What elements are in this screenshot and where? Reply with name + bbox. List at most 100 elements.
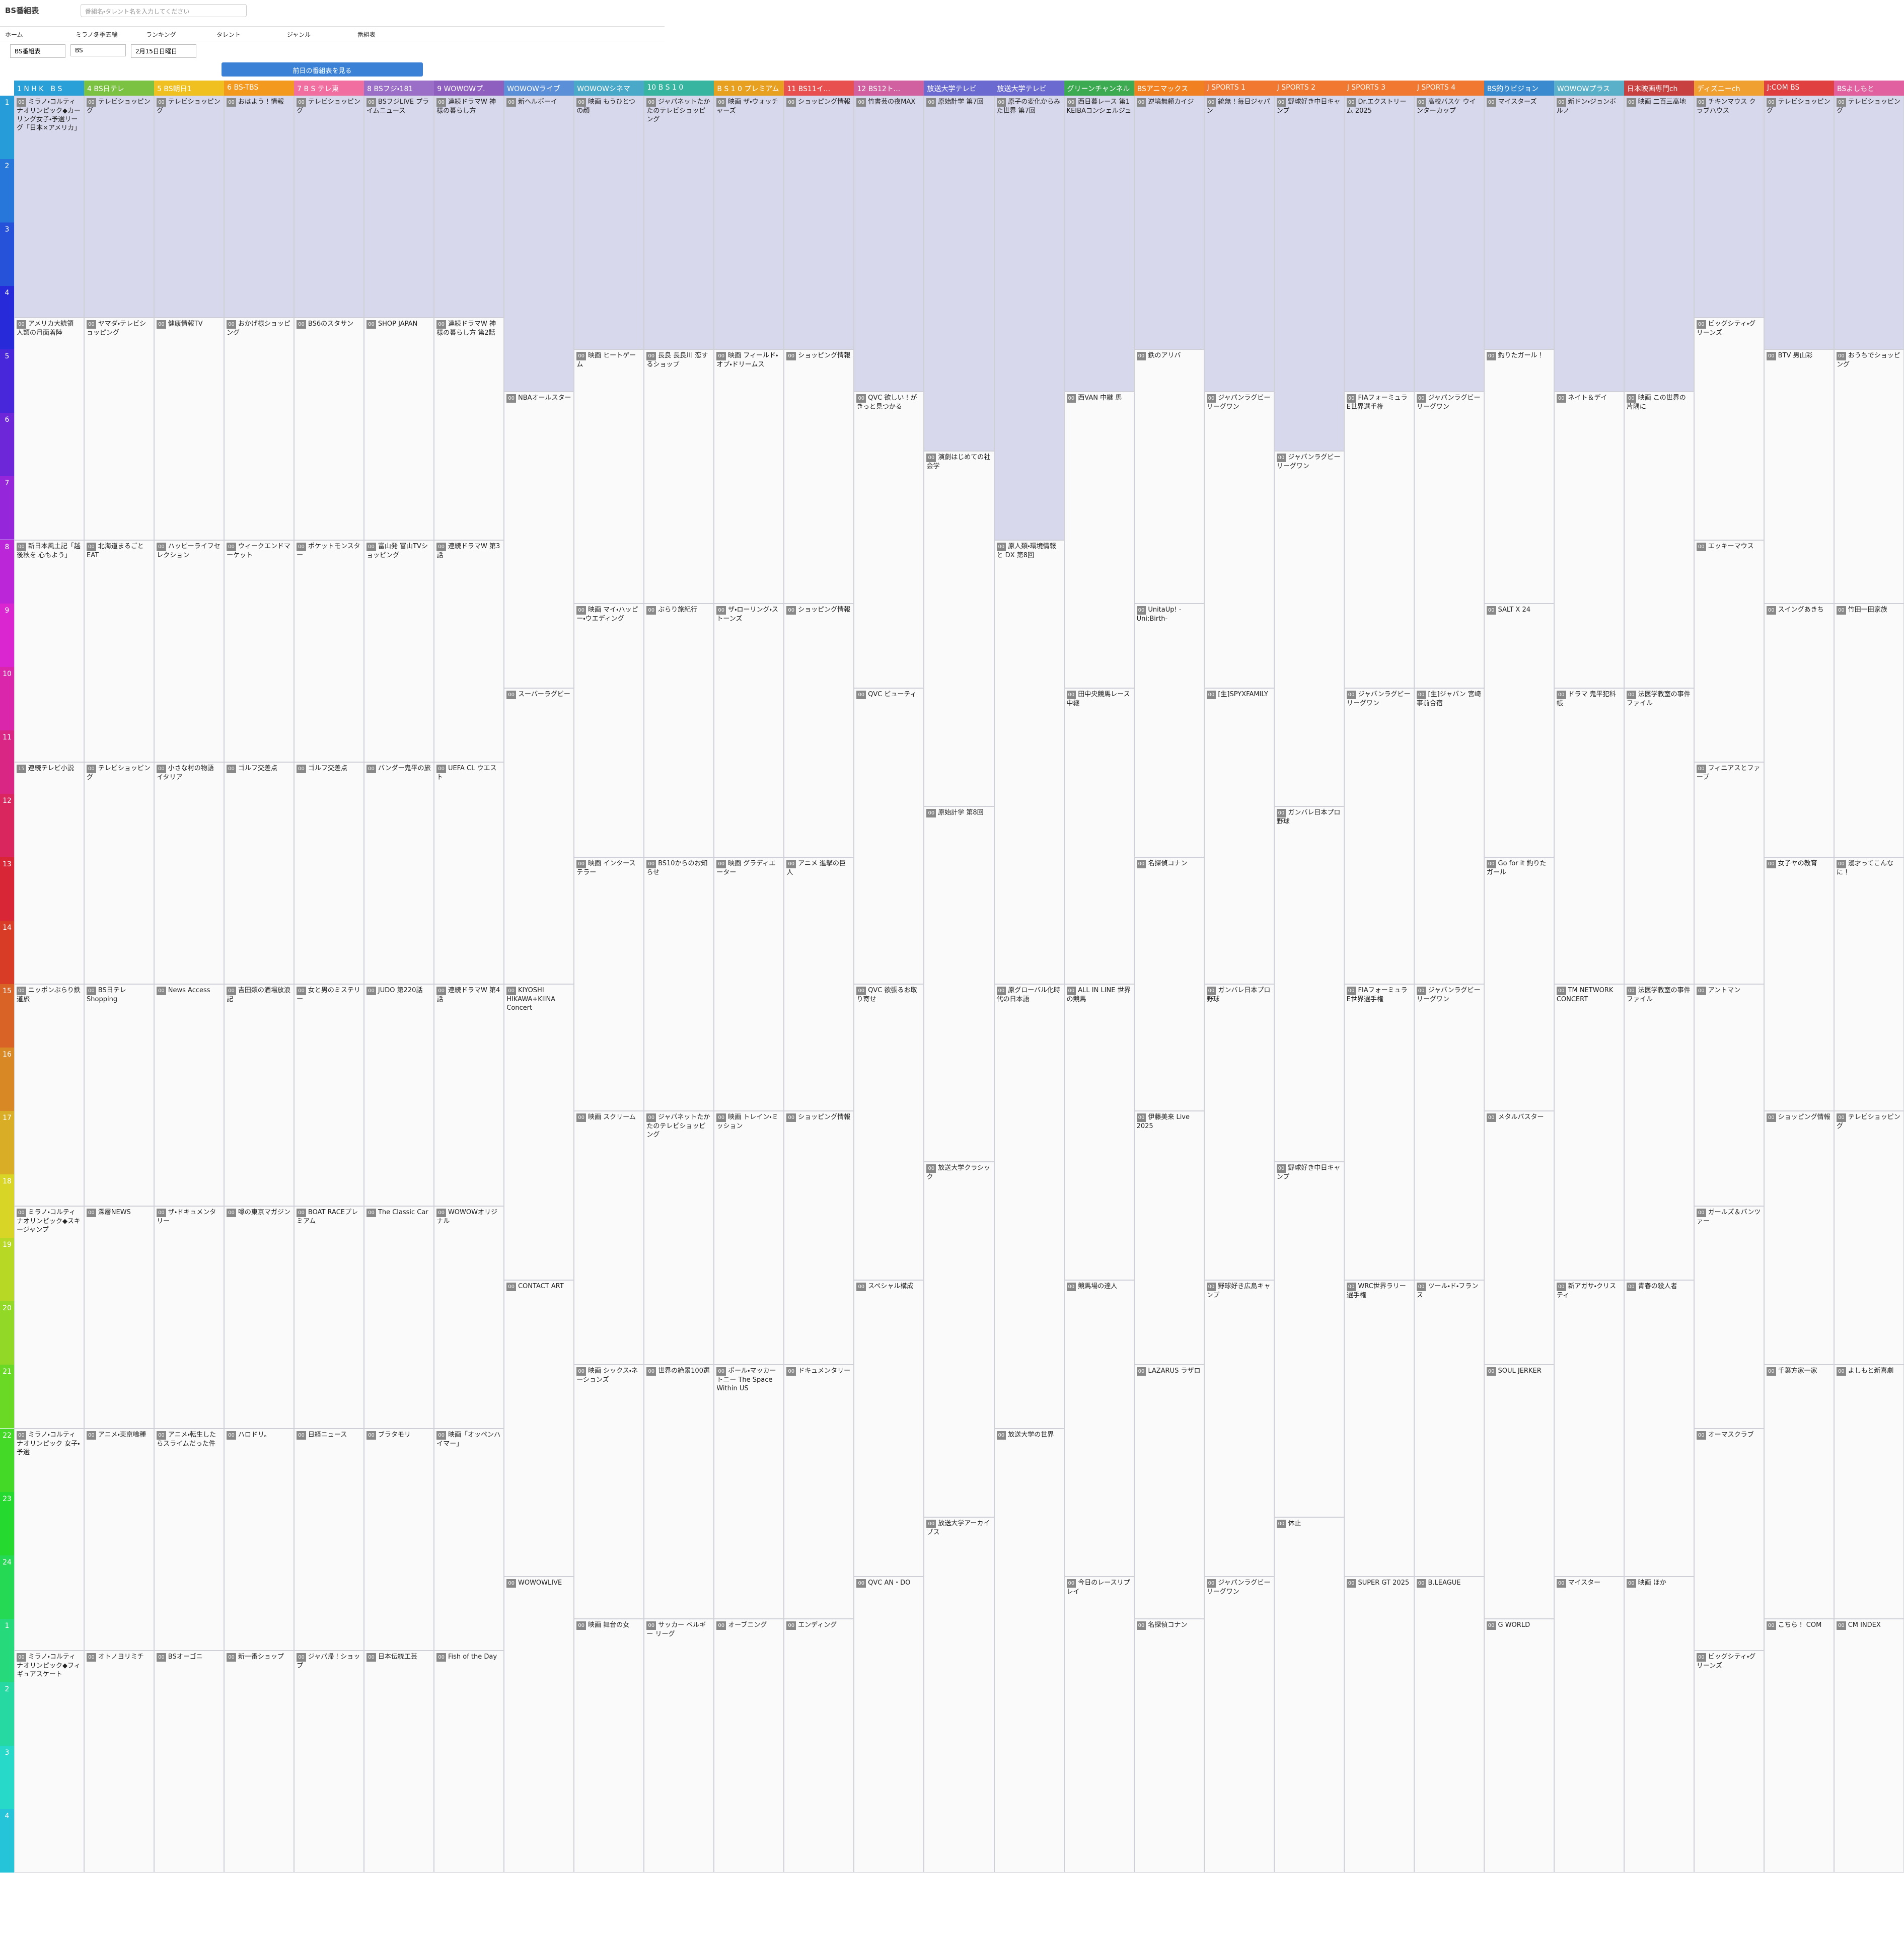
program-cell[interactable]: 00 女と男のミステリー bbox=[294, 984, 364, 1207]
program-cell[interactable]: 00 日経ニュース bbox=[294, 1428, 364, 1651]
program-cell[interactable]: 00 おうちでショッピング bbox=[1834, 349, 1904, 604]
program-cell[interactable]: 00 新ドン・ジョンボルノ bbox=[1554, 96, 1624, 392]
program-cell[interactable]: 00 健康情報TV bbox=[154, 318, 225, 540]
program-cell[interactable]: 00 BS10からのお知らせ bbox=[644, 857, 714, 1111]
program-cell[interactable]: 00 放送大学の世界 bbox=[994, 1428, 1064, 1873]
program-cell[interactable]: 00 SOUL JERKER bbox=[1484, 1365, 1554, 1619]
program-cell[interactable]: 00 放送大学アーカイブス bbox=[924, 1517, 994, 1873]
program-cell[interactable]: 00 テレビショッピング bbox=[154, 96, 225, 318]
program-cell[interactable]: 00 北海道まるごとEAT bbox=[84, 540, 155, 762]
program-cell[interactable]: 15 連続テレビ小説 bbox=[14, 762, 85, 984]
program-cell[interactable]: 00 釣りたガール！ bbox=[1484, 349, 1554, 604]
channel-header[interactable]: 4 BS日テレ bbox=[84, 81, 155, 96]
program-cell[interactable]: 00 マイスターズ bbox=[1484, 96, 1554, 350]
program-cell[interactable]: 00 映画 グラディエーター bbox=[714, 857, 784, 1111]
program-cell[interactable]: 00 映画 ほか bbox=[1624, 1576, 1694, 1873]
program-cell[interactable]: 00 ショッピング情報 bbox=[784, 603, 854, 857]
program-cell[interactable]: 00 ハロドリ。 bbox=[224, 1428, 295, 1651]
channel-header[interactable]: WOWOWライブ bbox=[504, 81, 574, 96]
program-cell[interactable]: 00 映画 スクリーム bbox=[574, 1111, 644, 1365]
program-cell[interactable]: 00 おかげ様ショッピング bbox=[224, 318, 295, 540]
program-cell[interactable]: 00 オトノヨリミチ bbox=[84, 1650, 155, 1873]
program-cell[interactable]: 00 高校バスケ ウインターカップ bbox=[1414, 96, 1484, 392]
channel-header[interactable]: 放送大学テレビ bbox=[994, 81, 1064, 96]
program-cell[interactable]: 00 QVC 欲しい！がきっと見つかる bbox=[854, 392, 924, 688]
program-cell[interactable]: 00 ガンバレ日本プロ野球 bbox=[1204, 984, 1274, 1281]
program-cell[interactable]: 00 Dr.エクストリーム 2025 bbox=[1344, 96, 1414, 392]
program-cell[interactable]: 00 メタルバスター bbox=[1484, 1111, 1554, 1365]
program-cell[interactable]: 00 鉄のアリバ bbox=[1134, 349, 1204, 604]
program-cell[interactable]: 00 UEFA CL ウエスト bbox=[434, 762, 504, 984]
program-cell[interactable]: 00 法医学教室の事件ファイル bbox=[1624, 688, 1694, 984]
program-cell[interactable]: 00 ゴルフ交差点 bbox=[224, 762, 295, 984]
program-cell[interactable]: 00 アメリカ大統領 人類の月面着陸 bbox=[14, 318, 85, 540]
channel-header[interactable]: ディズニーch bbox=[1694, 81, 1764, 96]
program-cell[interactable]: 00 原子の変化からみた世界 第7回 bbox=[994, 96, 1064, 540]
program-cell[interactable]: 00 KIYOSHI HIKAWA+KIINA Concert bbox=[504, 984, 574, 1281]
program-cell[interactable]: 00 LAZARUS ラザロ bbox=[1134, 1365, 1204, 1619]
channel-header[interactable]: 10 B S 1 0 bbox=[644, 81, 714, 96]
program-cell[interactable]: 00 竹田一田家族 bbox=[1834, 603, 1904, 857]
channel-header[interactable]: WOWOWプラス bbox=[1554, 81, 1624, 96]
program-cell[interactable]: 00 伊藤美来 Live 2025 bbox=[1134, 1111, 1204, 1365]
program-cell[interactable]: 00 今日のレースリプレイ bbox=[1064, 1576, 1134, 1873]
program-cell[interactable]: 00 ガールズ＆パンツァー bbox=[1694, 1206, 1764, 1429]
program-cell[interactable]: 00 ザ・ドキュメンタリー bbox=[154, 1206, 225, 1429]
program-cell[interactable]: 00 BS6のスタサン bbox=[294, 318, 364, 540]
program-cell[interactable]: 00 JUDO 第220話 bbox=[364, 984, 434, 1207]
program-cell[interactable]: 00 映画 この世界の片隅に bbox=[1624, 392, 1694, 688]
channel-header[interactable]: BSアニマックス bbox=[1134, 81, 1204, 96]
program-cell[interactable]: 00 UnitaUp! -Uni:Birth- bbox=[1134, 603, 1204, 857]
program-cell[interactable]: 00 サッカー ベルギー リーグ bbox=[644, 1618, 714, 1873]
program-cell[interactable]: 00 野球好き広島キャンプ bbox=[1204, 1280, 1274, 1577]
program-cell[interactable]: 00 休止 bbox=[1274, 1517, 1344, 1873]
program-cell[interactable]: 00 テレビショッピング bbox=[1834, 96, 1904, 350]
program-cell[interactable]: 00 ジャパネットたかたのテレビショッピング bbox=[644, 1111, 714, 1365]
program-cell[interactable]: 00 映画 もうひとつの顔 bbox=[574, 96, 644, 350]
program-cell[interactable]: 00 WOWOWオリジナル bbox=[434, 1206, 504, 1429]
program-cell[interactable]: 00 竹書芸の夜MAX bbox=[854, 96, 924, 392]
channel-header[interactable]: 8 BSフジ・181 bbox=[364, 81, 434, 96]
program-cell[interactable]: 00 連続ドラマW 神様の暮らし方 第2話 bbox=[434, 318, 504, 540]
program-cell[interactable]: 00 Go for it 釣りたガール bbox=[1484, 857, 1554, 1111]
program-cell[interactable]: 00 BS日テレ Shopping bbox=[84, 984, 155, 1207]
program-cell[interactable]: 00 ポケットモンスター bbox=[294, 540, 364, 762]
search-box[interactable]: 番組名・タレント名を入力してください bbox=[81, 4, 247, 17]
program-cell[interactable]: 00 ジャパ帰！ショップ bbox=[294, 1650, 364, 1873]
program-cell[interactable]: 00 ミラノ・コルティナオリンピック◆スキージャンプ bbox=[14, 1206, 85, 1429]
channel-header[interactable]: J:COM BS bbox=[1764, 81, 1834, 96]
program-cell[interactable]: 00 ドラマ 鬼平犯科帳 bbox=[1554, 688, 1624, 984]
program-cell[interactable]: 00 ジャパンラグビー リーグワン bbox=[1414, 984, 1484, 1281]
channel-header[interactable]: WOWOWシネマ bbox=[574, 81, 644, 96]
program-cell[interactable]: 00 ハッピーライフセレクション bbox=[154, 540, 225, 762]
program-cell[interactable]: 00 こちら！ COM bbox=[1764, 1618, 1834, 1873]
channel-header[interactable]: 5 BS朝日1 bbox=[154, 81, 225, 96]
program-cell[interactable]: 00 映画 フィールド・オブ・ドリームス bbox=[714, 349, 784, 604]
program-cell[interactable]: 00 News Access bbox=[154, 984, 225, 1207]
program-cell[interactable]: 00 ヤマダ・テレビショッピング bbox=[84, 318, 155, 540]
program-cell[interactable]: 00 BOAT RACEプレミアム bbox=[294, 1206, 364, 1429]
program-cell[interactable]: 00 アニメ・転生したらスライムだった件 bbox=[154, 1428, 225, 1651]
program-cell[interactable]: 00 ALL IN LINE 世界の競馬 bbox=[1064, 984, 1134, 1281]
program-cell[interactable]: 00 SHOP JAPAN bbox=[364, 318, 434, 540]
logo[interactable]: BS番組表 bbox=[5, 6, 39, 15]
channel-header[interactable]: 1 N H K B S bbox=[14, 81, 85, 96]
program-cell[interactable]: 00 よしもと新喜劇 bbox=[1834, 1365, 1904, 1619]
channel-header[interactable]: 9 WOWOWプ. bbox=[434, 81, 504, 96]
program-cell[interactable]: 00 テレビショッピング bbox=[294, 96, 364, 318]
program-cell[interactable]: 00 BTV 男山彩 bbox=[1764, 349, 1834, 604]
program-cell[interactable]: 00 CM INDEX bbox=[1834, 1618, 1904, 1873]
nav-tab[interactable]: ジャンル bbox=[287, 31, 311, 38]
program-cell[interactable]: 00 千葉方家一家 bbox=[1764, 1365, 1834, 1619]
program-cell[interactable]: 00 西日暮レース 第1 KEIBAコンシェルジュ bbox=[1064, 96, 1134, 392]
program-cell[interactable]: 00 CONTACT ART bbox=[504, 1280, 574, 1577]
program-cell[interactable]: 00 長良 長良川 恋するショップ bbox=[644, 349, 714, 604]
program-cell[interactable]: 00 連続ドラマW 第3話 bbox=[434, 540, 504, 762]
program-cell[interactable]: 00 野球好き中日キャンプ bbox=[1274, 1162, 1344, 1517]
program-cell[interactable]: 00 テレビショッピング bbox=[84, 762, 155, 984]
program-cell[interactable]: 00 放送大学クラシック bbox=[924, 1162, 994, 1517]
program-cell[interactable]: 00 日本伝統工芸 bbox=[364, 1650, 434, 1873]
channel-header[interactable]: J SPORTS 4 bbox=[1414, 81, 1484, 96]
program-cell[interactable]: 00 TM NETWORK CONCERT bbox=[1554, 984, 1624, 1281]
program-cell[interactable]: 00 ショッピング情報 bbox=[784, 349, 854, 604]
